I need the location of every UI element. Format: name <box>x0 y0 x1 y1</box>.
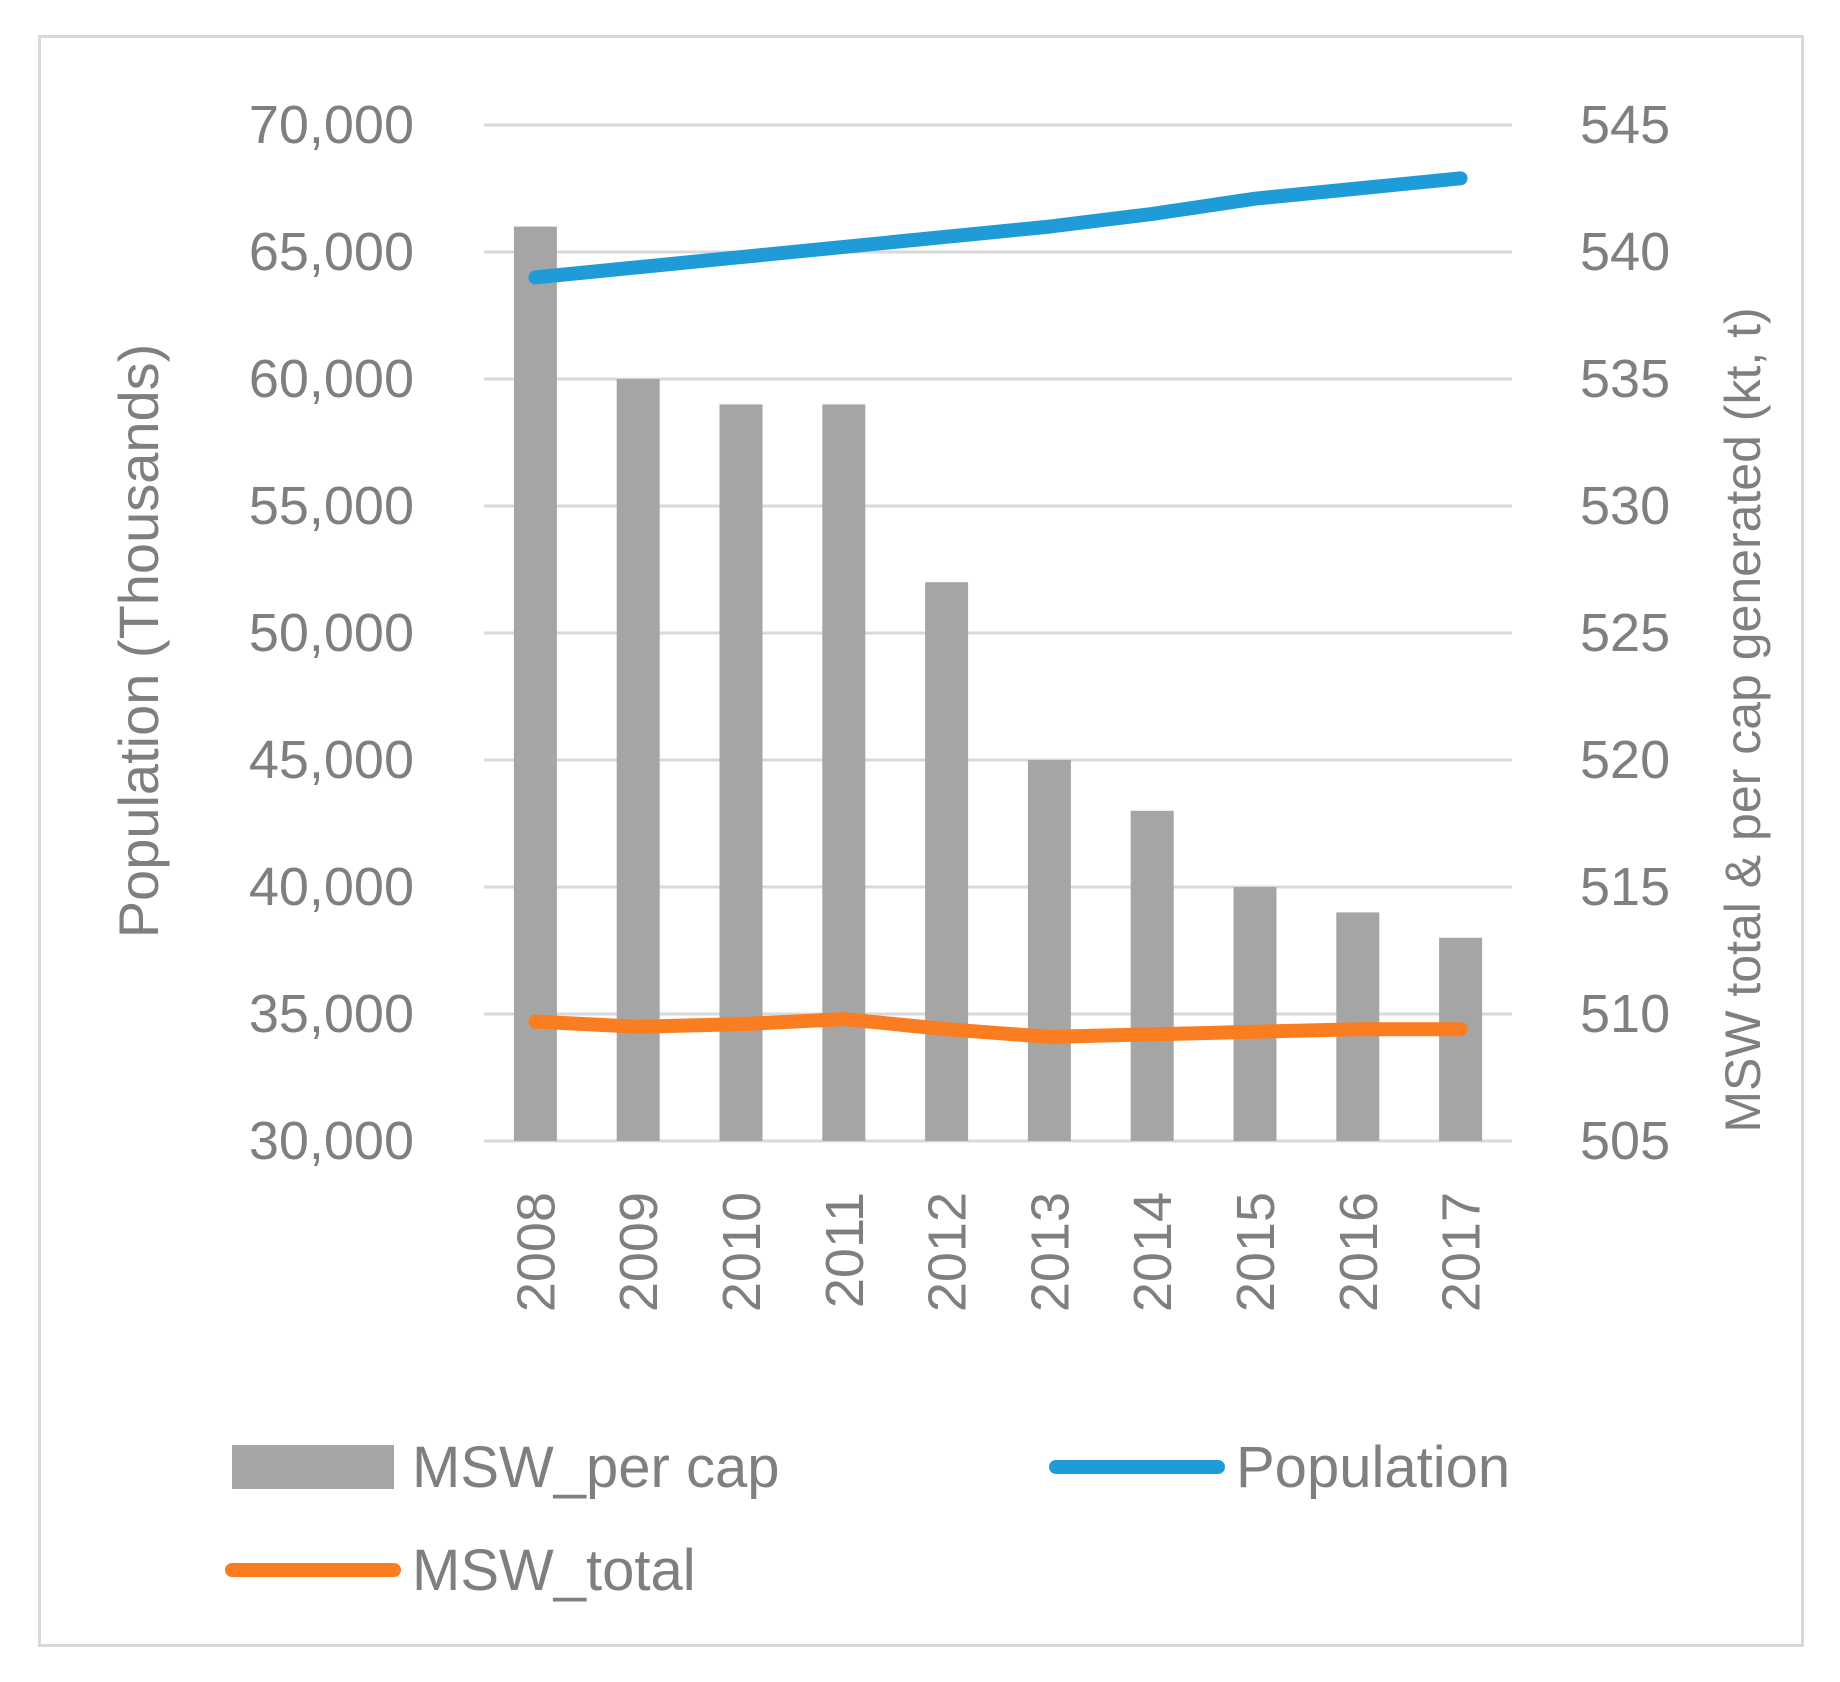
line-population <box>528 171 1468 285</box>
bar-msw-per-cap <box>513 226 557 1142</box>
x-tick-label: 2011 <box>815 1192 875 1308</box>
right-tick-label: 520 <box>1580 730 1670 790</box>
left-axis-title: Population (Thousands) <box>107 344 170 939</box>
right-tick-label: 535 <box>1580 349 1670 409</box>
left-tick-label: 60,000 <box>249 349 414 409</box>
right-tick-label: 530 <box>1580 476 1670 536</box>
left-tick-label: 65,000 <box>249 222 414 282</box>
legend-label-msw-total: MSW_total <box>412 1538 696 1603</box>
left-tick-label: 40,000 <box>249 857 414 917</box>
chart-frame <box>38 35 1804 1647</box>
left-tick-label: 55,000 <box>249 476 414 536</box>
legend-swatch-msw-per-cap <box>232 1445 394 1489</box>
right-tick-label: 505 <box>1580 1111 1670 1171</box>
x-axis-ticks: 2008 2009 2010 2011 2012 2013 2014 2015 2016 2017 <box>506 1192 1491 1312</box>
x-tick-label: 2017 <box>1432 1192 1492 1312</box>
bar-msw-per-cap <box>925 582 969 1141</box>
bar-msw-per-cap <box>1233 887 1277 1141</box>
line-msw-total <box>528 1012 1468 1044</box>
right-tick-label: 545 <box>1580 95 1670 155</box>
left-axis-ticks: 30,000 35,000 40,000 45,000 50,000 55,000 60,0… <box>249 95 414 1171</box>
right-axis-title: MSW total & per cap generated (kt, t) <box>1715 307 1771 1132</box>
x-tick-label: 2012 <box>918 1192 978 1312</box>
bar-msw-per-cap <box>616 379 660 1141</box>
left-tick-label: 50,000 <box>249 603 414 663</box>
x-tick-label: 2016 <box>1329 1192 1389 1312</box>
x-tick-label: 2015 <box>1226 1192 1286 1312</box>
x-tick-label: 2009 <box>609 1192 669 1312</box>
left-tick-label: 30,000 <box>249 1111 414 1171</box>
line-series <box>528 171 1468 1044</box>
right-tick-label: 540 <box>1580 222 1670 282</box>
x-tick-label: 2013 <box>1020 1192 1080 1312</box>
x-tick-label: 2010 <box>712 1192 772 1312</box>
right-axis-ticks: 505 510 515 520 525 530 535 540 545 <box>1580 95 1670 1171</box>
left-tick-label: 70,000 <box>249 95 414 155</box>
legend-label-msw-per-cap: MSW_per cap <box>412 1435 779 1500</box>
bar-msw-per-cap <box>1130 810 1174 1141</box>
bar-msw-per-cap <box>1027 760 1071 1141</box>
x-tick-label: 2008 <box>506 1192 566 1312</box>
right-tick-label: 525 <box>1580 603 1670 663</box>
x-tick-label: 2014 <box>1123 1192 1183 1312</box>
legend: MSW_per cap Population MSW_total <box>225 1435 1510 1603</box>
right-tick-label: 515 <box>1580 857 1670 917</box>
left-tick-label: 45,000 <box>249 730 414 790</box>
legend-label-population: Population <box>1236 1435 1510 1500</box>
bar-series-msw-per-cap <box>513 226 1483 1142</box>
left-tick-label: 35,000 <box>249 984 414 1044</box>
bar-msw-per-cap <box>1439 937 1483 1141</box>
bar-msw-per-cap <box>822 404 866 1141</box>
right-tick-label: 510 <box>1580 984 1670 1044</box>
